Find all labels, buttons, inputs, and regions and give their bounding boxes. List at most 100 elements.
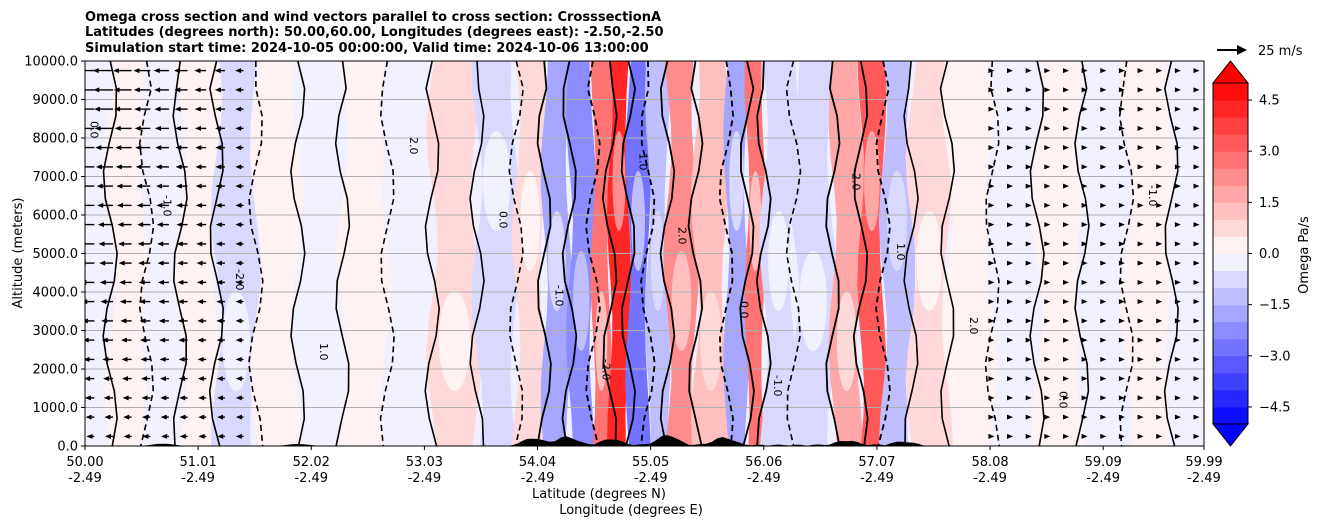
wind-vector-head [114, 106, 121, 112]
wind-vector-head [235, 87, 242, 93]
wind-vector-head [177, 260, 184, 266]
colorbar-segment [1213, 304, 1248, 323]
wind-vector-head [137, 241, 144, 247]
wind-vector-head [1081, 433, 1088, 439]
wind-vector-head [1174, 125, 1181, 131]
contour-line [875, 61, 891, 446]
wind-vector-head [1044, 87, 1051, 93]
wind-vector-head [1118, 299, 1125, 305]
x-tick-label-lat: 58.08 [971, 455, 1008, 470]
wind-vector-head [1174, 106, 1181, 112]
wind-vector-head [1025, 145, 1032, 151]
omega-patch [115, 171, 142, 271]
wind-vector-head [1081, 183, 1088, 189]
colorbar-segment [1213, 270, 1248, 289]
wind-vector-head [120, 318, 127, 324]
contour-label: 2.0 [676, 227, 689, 245]
wind-vector-head [1025, 356, 1032, 362]
wind-vector-head [1081, 222, 1088, 228]
wind-vector-head [1118, 376, 1125, 382]
contour-line [601, 61, 618, 446]
wind-vector-head [1118, 145, 1125, 151]
wind-vector-head [175, 125, 181, 131]
wind-vector-head [235, 164, 242, 170]
wind-vector-head [1118, 337, 1125, 343]
x-tick-label-lat: 57.07 [858, 455, 895, 470]
colorbar-segment [1213, 321, 1248, 340]
wind-vector-head [1174, 337, 1181, 343]
wind-vector-head [1156, 68, 1163, 74]
wind-vector-head [1137, 241, 1144, 247]
wind-vector-head [235, 222, 242, 228]
wind-vector-head [235, 241, 242, 247]
wind-vector-head [1137, 395, 1144, 401]
wind-vector-head [1118, 183, 1125, 189]
wind-vector-head [1156, 337, 1163, 343]
wind-vector-head [113, 68, 119, 74]
omega-patch [573, 251, 590, 351]
wind-vector-head [988, 260, 995, 266]
wind-vector-head [1081, 106, 1088, 112]
colorbar-segment [1213, 236, 1248, 254]
omega-patch [700, 291, 722, 391]
contour-line [102, 61, 118, 446]
wind-vector-head [215, 241, 222, 247]
wind-vector-head [1193, 241, 1200, 247]
wind-vector-head [197, 318, 204, 324]
quiver-key-arrowhead [1237, 45, 1247, 55]
wind-vector-head [1081, 414, 1088, 420]
omega-patch [1043, 131, 1076, 231]
colorbar-extend-high [1211, 60, 1250, 84]
wind-vector-head [1025, 106, 1032, 112]
wind-vector-head [1174, 164, 1181, 170]
x-tick-label-lon: -2.49 [408, 471, 442, 486]
wind-vector-head [235, 299, 242, 305]
wind-vector-head [141, 395, 148, 401]
wind-vector-head [1063, 395, 1069, 401]
colorbar-segment [1213, 338, 1248, 357]
wind-vector-head [1174, 68, 1181, 74]
contour-label: 0.0 [737, 301, 750, 319]
wind-vector-head [215, 125, 222, 131]
y-tick-label: 2000.0 [33, 363, 79, 378]
wind-vector-head [86, 433, 93, 439]
wind-vector-head [1193, 299, 1200, 305]
wind-vector-head [1025, 318, 1032, 324]
colorbar-segment [1213, 253, 1248, 272]
wind-vector-head [174, 87, 181, 93]
wind-vector-head [1137, 433, 1144, 439]
y-tick-label: 6000.0 [33, 209, 79, 224]
wind-vector-head [138, 260, 145, 266]
wind-vector-head [1100, 337, 1107, 343]
contour-line [138, 61, 155, 446]
wind-vector-head [1025, 279, 1032, 285]
contour-label: -1.0 [1146, 185, 1159, 206]
wind-vector-head [1100, 202, 1107, 208]
wind-vector-head [1025, 125, 1032, 131]
colorbar-segment [1213, 134, 1248, 152]
wind-vector-head [1100, 183, 1107, 189]
x-tick-label-lat: 50.00 [66, 455, 103, 470]
wind-vector-head [118, 260, 125, 266]
wind-vector-head [235, 145, 242, 151]
wind-vector-head [1081, 125, 1088, 131]
wind-vector-head [1007, 87, 1013, 93]
wind-vector-head [156, 183, 162, 189]
wind-vector-head [198, 414, 205, 420]
wind-vector-head [179, 433, 186, 439]
wind-vector-head [1025, 433, 1032, 439]
wind-vector-head [1007, 318, 1013, 324]
x-tick-label-lon: -2.49 [294, 471, 328, 486]
wind-vector-head [1156, 164, 1163, 170]
wind-vector-head [1137, 125, 1144, 131]
wind-vector-head [158, 279, 164, 285]
wind-vector-head [1044, 222, 1051, 228]
wind-vector-head [1063, 125, 1069, 131]
wind-vector-head [988, 356, 995, 362]
contour-label: -2.0 [233, 269, 246, 290]
wind-vector-head [1007, 241, 1013, 247]
wind-vector-head [198, 433, 205, 439]
contour-line [984, 61, 1001, 446]
wind-vector-head [154, 125, 161, 131]
